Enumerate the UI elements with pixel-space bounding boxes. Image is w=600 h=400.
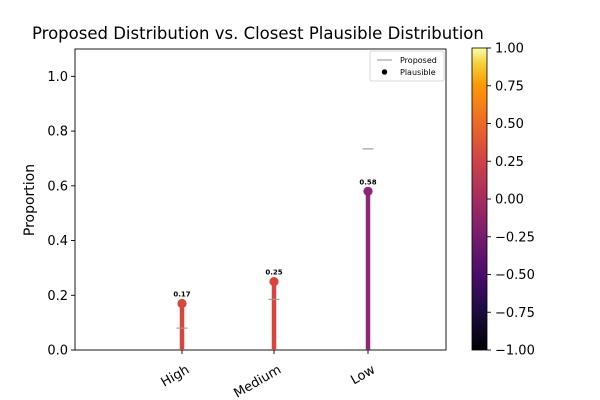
colorbar-tick-label: 1.00 (495, 42, 524, 57)
y-tick-label: 0.2 (47, 289, 68, 304)
y-tick-label: 0.8 (47, 125, 68, 140)
y-tick-label: 0.4 (47, 234, 68, 249)
colorbar-gradient (472, 48, 487, 350)
x-tick-label: Low (348, 362, 378, 388)
colorbar-tick-label: 0.75 (495, 79, 524, 94)
plausible-point (177, 298, 187, 309)
legend-proposed-label: Proposed (400, 56, 437, 65)
plausible-point (363, 186, 373, 196)
y-tick-label: 0.0 (47, 344, 68, 359)
colorbar-tick-label: −0.75 (495, 306, 535, 321)
colorbar-tick-label: 0.25 (495, 155, 524, 170)
legend-plausible-label: Plausible (400, 68, 436, 77)
legend-box (369, 50, 445, 82)
plot-frame (74, 48, 447, 351)
y-tick-label: 0.6 (47, 179, 68, 194)
point-value-label: 0.17 (173, 290, 190, 298)
colorbar-tick-label: −0.50 (495, 268, 535, 283)
plausible-point (269, 276, 279, 287)
colorbar-tick-label: 0.50 (495, 117, 524, 132)
point-value-label: 0.58 (359, 178, 376, 186)
x-tick-label: Medium (231, 362, 284, 400)
legend-plausible-swatch (381, 69, 388, 75)
colorbar-tick-label: −0.25 (495, 230, 535, 245)
x-tick-label: High (159, 362, 192, 390)
colorbar-tick-label: 0.00 (495, 193, 524, 208)
colorbar-tick-label: −1.00 (495, 344, 535, 359)
chart-title: Proposed Distribution vs. Closest Plausi… (32, 24, 484, 43)
point-value-label: 0.25 (265, 269, 282, 277)
y-tick-label: 1.0 (47, 70, 68, 85)
